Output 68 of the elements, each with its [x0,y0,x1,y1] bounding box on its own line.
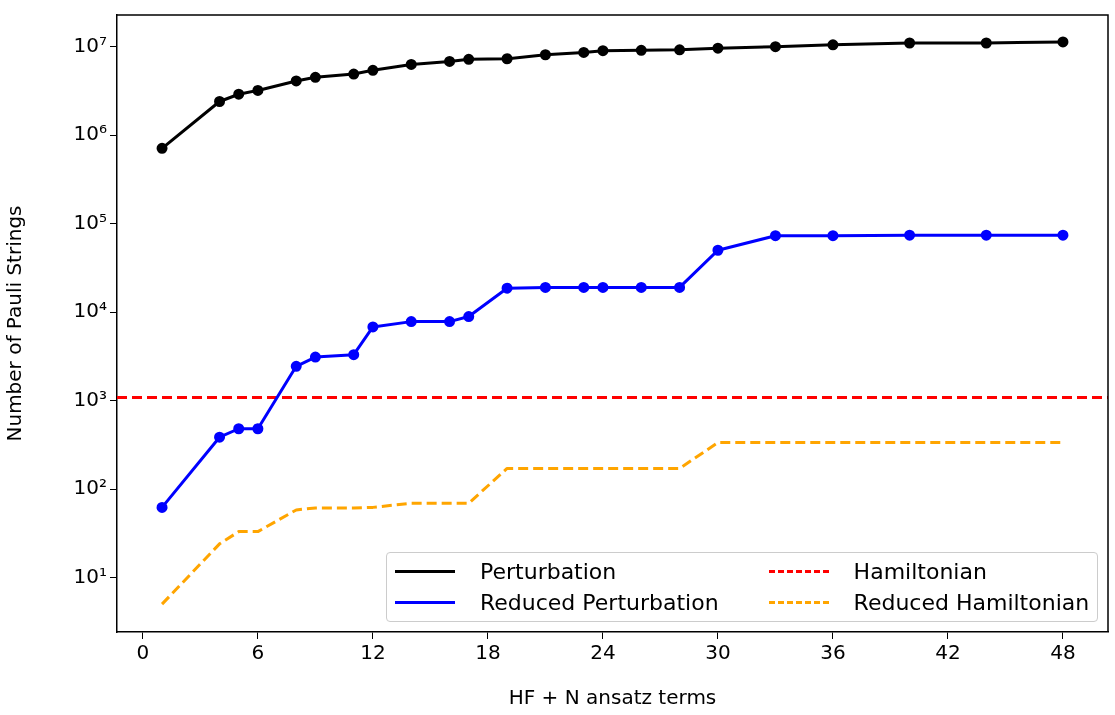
x-tick-label: 36 [820,640,846,665]
point [214,431,226,443]
point [348,68,360,80]
point [214,96,226,107]
point [769,230,781,242]
x-tick-label: 18 [475,640,501,665]
point [904,229,916,241]
point [367,64,379,76]
x-tick-label: 30 [705,640,731,665]
point [290,360,302,372]
x-tick-label: 12 [360,640,386,665]
legend-label: Hamiltonian [853,559,987,584]
legend-label: Perturbation [480,559,617,584]
point [980,37,992,49]
y-tick-label: 10⁶ [73,121,107,146]
y-axis-title: Number of Pauli Strings [2,205,27,442]
point [1057,36,1069,48]
x-tick-label: 6 [251,640,265,665]
point [827,39,839,51]
legend-label: Reduced Perturbation [480,590,719,615]
point [635,44,647,56]
point [463,53,475,65]
point [252,84,264,96]
point [444,316,456,328]
y-tick-label: 10⁷ [73,32,107,57]
legend-label: Reduced Hamiltonian [853,590,1090,615]
point [309,351,321,363]
point [463,311,475,323]
point [501,53,513,65]
point [348,349,360,361]
point [290,75,302,87]
point [1057,229,1069,241]
point [904,37,916,49]
point [674,281,686,293]
point [501,282,513,294]
point [578,281,590,293]
point [405,58,417,70]
x-tick-label: 24 [590,640,616,665]
x-tick-label: 42 [935,640,961,665]
point [367,321,379,333]
point [980,229,992,241]
point [405,316,417,328]
point [769,41,781,53]
x-tick-label: 0 [136,640,150,665]
point [597,45,609,57]
point [539,49,551,61]
point [712,244,724,256]
point [539,281,551,293]
y-tick-label: 10¹ [73,563,107,588]
point [252,423,264,435]
point [827,230,839,242]
point [635,281,647,293]
point [233,88,245,100]
point [712,42,724,54]
point [156,501,168,513]
point [597,281,609,293]
x-axis-title: HF + N ansatz terms [508,685,717,710]
point [309,71,321,83]
y-tick-label: 10² [73,475,107,500]
y-tick-label: 10³ [73,386,107,411]
y-tick-label: 10⁵ [73,209,107,234]
point [674,44,686,56]
point [444,55,456,67]
point [156,142,168,154]
x-tick-label: 48 [1050,640,1076,665]
point [578,46,590,58]
point [233,423,245,435]
y-tick-label: 10⁴ [73,298,107,323]
